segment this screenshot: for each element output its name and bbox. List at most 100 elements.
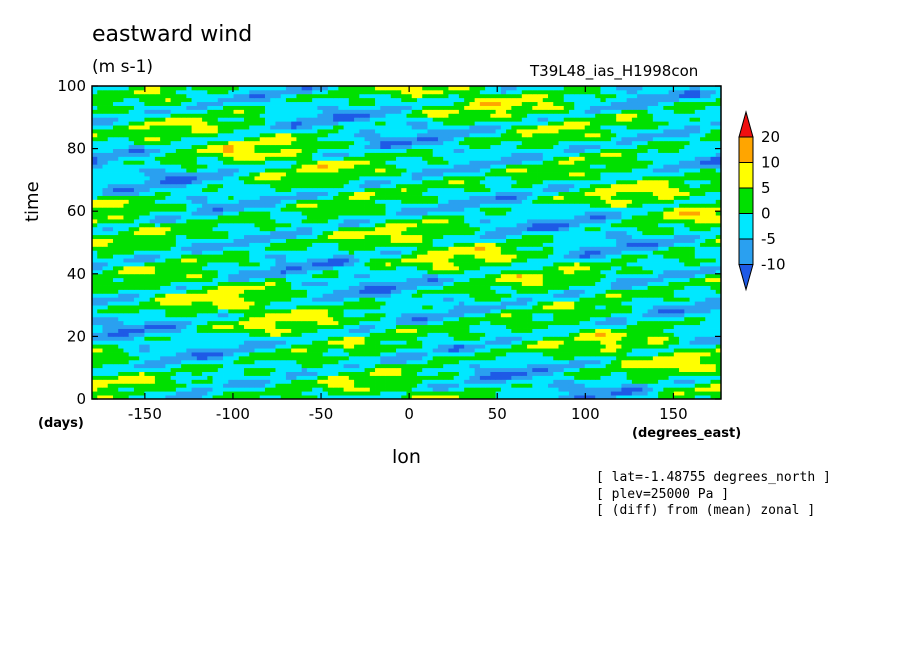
field-cell (264, 387, 271, 392)
field-cell (118, 250, 124, 255)
field-cell (154, 383, 161, 388)
field-cell (406, 234, 413, 239)
field-cell (506, 336, 512, 341)
field-cell (280, 242, 287, 247)
field-cell (684, 355, 690, 361)
field-cell (647, 387, 654, 392)
field-cell (207, 375, 213, 380)
field-cell (490, 285, 497, 290)
field-cell (584, 344, 591, 349)
field-cell (354, 277, 360, 283)
field-cell (291, 383, 297, 388)
field-cell (715, 309, 721, 314)
field-cell (411, 262, 418, 267)
field-cell (285, 367, 292, 373)
field-cell (285, 305, 292, 310)
field-cell (532, 316, 538, 322)
field-cell (715, 258, 721, 263)
field-cell (658, 238, 664, 243)
field-cell (128, 293, 135, 298)
field-cell (453, 391, 460, 396)
field-cell (112, 340, 119, 345)
field-cell (123, 328, 130, 333)
field-cell (160, 379, 166, 384)
field-cell (684, 293, 690, 298)
field-cell (401, 289, 407, 294)
field-cell (553, 371, 559, 376)
field-cell (595, 305, 601, 310)
field-cell (521, 238, 528, 243)
field-cell (385, 355, 392, 361)
field-cell (579, 324, 586, 329)
field-cell (118, 320, 124, 326)
field-cell (521, 309, 528, 314)
field-cell (322, 309, 329, 314)
field-cell (207, 316, 213, 322)
field-cell (385, 297, 392, 302)
field-cell (610, 262, 617, 267)
field-cell (175, 269, 182, 275)
field-cell (558, 293, 565, 298)
field-cell (333, 238, 339, 243)
field-cell (312, 324, 318, 329)
field-cell (401, 297, 407, 302)
field-cell (437, 363, 444, 369)
field-cell (291, 262, 297, 267)
field-cell (432, 355, 439, 361)
field-cell (532, 395, 538, 399)
field-cell (244, 379, 250, 384)
field-cell (495, 395, 502, 399)
field-cell (663, 262, 669, 267)
field-cell (516, 309, 523, 314)
field-cell (548, 324, 554, 329)
field-cell (154, 340, 161, 345)
field-cell (92, 281, 98, 286)
field-cell (359, 352, 365, 357)
field-cell (563, 336, 570, 341)
field-cell (631, 363, 638, 369)
field-cell (296, 391, 303, 396)
field-cell (411, 242, 418, 247)
field-cell (359, 383, 365, 388)
field-cell (322, 258, 329, 263)
field-cell (715, 371, 721, 376)
field-cell (396, 344, 402, 349)
field-cell (710, 348, 717, 353)
field-cell (359, 301, 365, 306)
field-cell (568, 265, 575, 271)
field-cell (631, 383, 638, 388)
field-cell (228, 328, 234, 333)
field-cell (369, 324, 376, 329)
field-cell (616, 379, 622, 384)
field-cell (144, 250, 151, 255)
field-cell (710, 379, 717, 384)
field-cell (191, 324, 198, 329)
field-cell (275, 367, 282, 373)
field-cell (516, 359, 523, 365)
field-cell (652, 352, 659, 357)
field-cell (238, 234, 245, 239)
field-cell (605, 387, 612, 392)
field-cell (312, 316, 318, 322)
field-cell (668, 391, 675, 396)
field-cell (149, 344, 156, 349)
field-cell (694, 371, 701, 376)
field-cell (495, 293, 502, 298)
field-cell (322, 250, 329, 255)
field-cell (600, 375, 607, 380)
field-cell (558, 395, 565, 399)
field-cell (160, 348, 166, 353)
field-cell (270, 340, 276, 345)
field-cell (443, 328, 449, 333)
field-cell (479, 320, 486, 326)
field-cell (92, 262, 98, 267)
field-cell (228, 355, 234, 361)
field-cell (527, 265, 533, 271)
field-cell (432, 391, 439, 396)
field-cell (338, 258, 344, 263)
field-cell (312, 269, 318, 275)
field-cell (663, 340, 669, 345)
field-cell (516, 320, 523, 326)
field-cell (469, 324, 476, 329)
field-cell (364, 285, 371, 290)
